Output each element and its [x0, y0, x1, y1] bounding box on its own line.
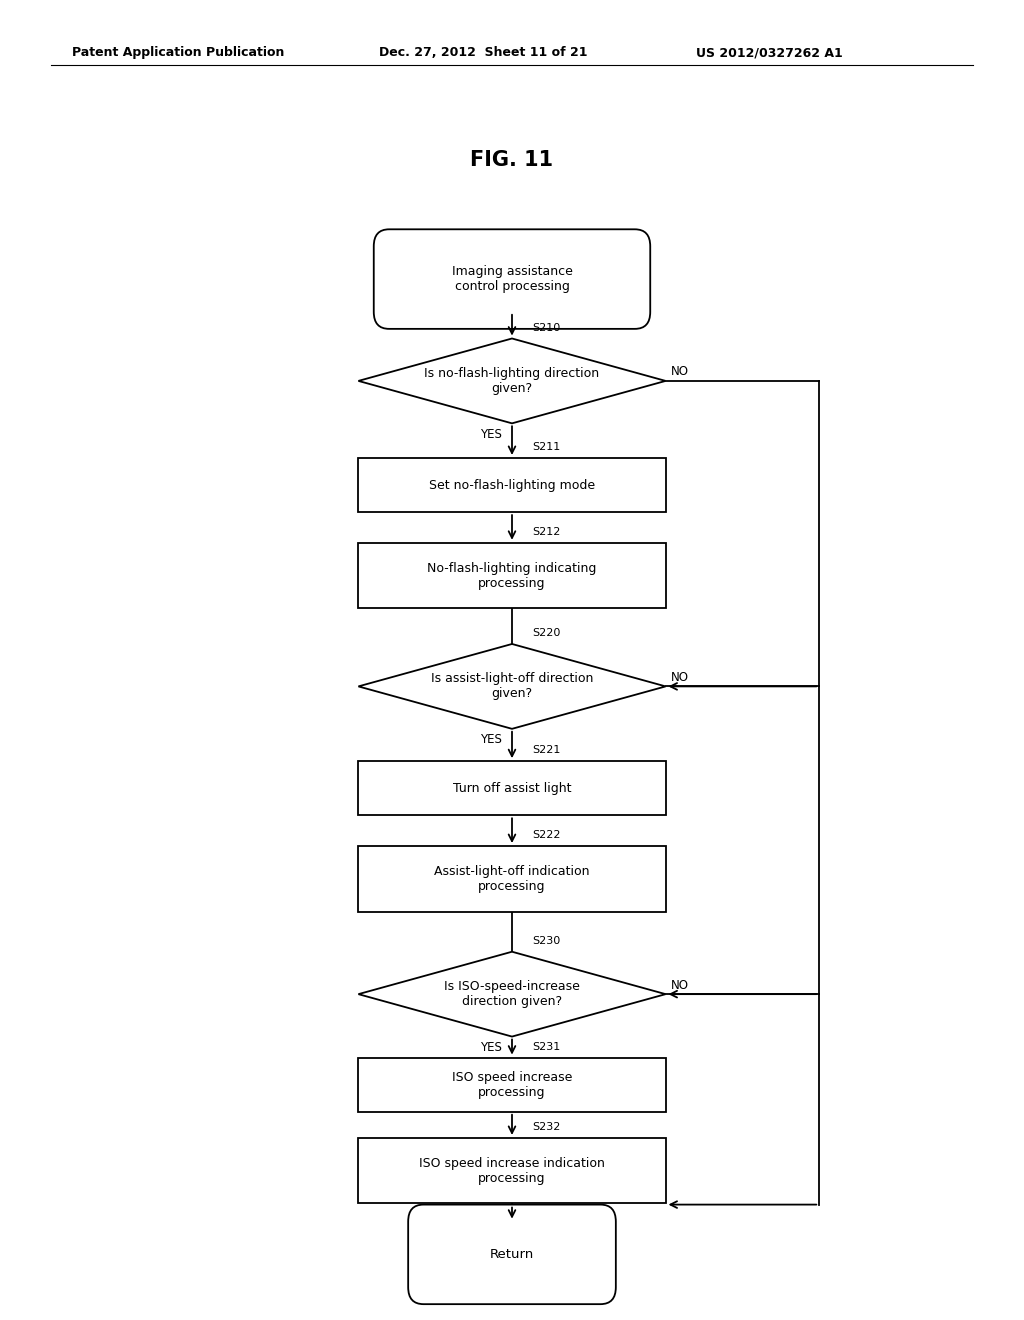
Text: No-flash-lighting indicating
processing: No-flash-lighting indicating processing [427, 561, 597, 590]
Text: Imaging assistance
control processing: Imaging assistance control processing [452, 265, 572, 293]
Bar [358, 1057, 666, 1111]
FancyBboxPatch shape [374, 230, 650, 329]
Bar [358, 1138, 666, 1204]
Text: YES: YES [480, 428, 502, 441]
Text: S220: S220 [532, 628, 561, 639]
Text: NO: NO [671, 366, 689, 379]
Bar [358, 762, 666, 816]
Polygon shape [358, 338, 666, 424]
Polygon shape [358, 644, 666, 729]
Text: FIG. 11: FIG. 11 [470, 149, 554, 170]
Text: S231: S231 [532, 1041, 561, 1052]
Text: ISO speed increase indication
processing: ISO speed increase indication processing [419, 1156, 605, 1184]
Text: S211: S211 [532, 442, 561, 453]
Text: S222: S222 [532, 830, 561, 841]
Text: YES: YES [480, 1041, 502, 1055]
Text: Is ISO-speed-increase
direction given?: Is ISO-speed-increase direction given? [444, 981, 580, 1008]
Text: NO: NO [671, 671, 689, 684]
Text: YES: YES [480, 734, 502, 746]
Text: Is assist-light-off direction
given?: Is assist-light-off direction given? [431, 672, 593, 701]
Text: ISO speed increase
processing: ISO speed increase processing [452, 1071, 572, 1098]
Text: S230: S230 [532, 936, 561, 946]
Bar [358, 543, 666, 609]
Text: NO: NO [671, 978, 689, 991]
Text: S212: S212 [532, 527, 561, 537]
Bar [358, 458, 666, 512]
Text: S210: S210 [532, 323, 561, 333]
Text: Return: Return [489, 1247, 535, 1261]
Bar [358, 846, 666, 912]
Text: Turn off assist light: Turn off assist light [453, 781, 571, 795]
Text: US 2012/0327262 A1: US 2012/0327262 A1 [696, 46, 843, 59]
FancyBboxPatch shape [409, 1205, 615, 1304]
Polygon shape [358, 952, 666, 1036]
Text: Assist-light-off indication
processing: Assist-light-off indication processing [434, 865, 590, 892]
Text: S232: S232 [532, 1122, 561, 1133]
Text: S221: S221 [532, 746, 561, 755]
Text: Set no-flash-lighting mode: Set no-flash-lighting mode [429, 479, 595, 491]
Text: Patent Application Publication: Patent Application Publication [72, 46, 284, 59]
Text: Dec. 27, 2012  Sheet 11 of 21: Dec. 27, 2012 Sheet 11 of 21 [379, 46, 588, 59]
Text: Is no-flash-lighting direction
given?: Is no-flash-lighting direction given? [424, 367, 600, 395]
